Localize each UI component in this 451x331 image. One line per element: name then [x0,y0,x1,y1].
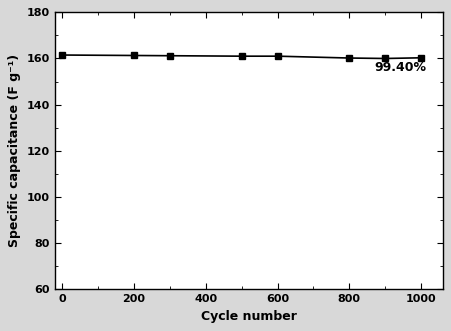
Text: 99.40%: 99.40% [374,61,427,74]
X-axis label: Cycle number: Cycle number [201,310,297,323]
Y-axis label: Specific capacitance (F g⁻¹): Specific capacitance (F g⁻¹) [8,54,21,247]
